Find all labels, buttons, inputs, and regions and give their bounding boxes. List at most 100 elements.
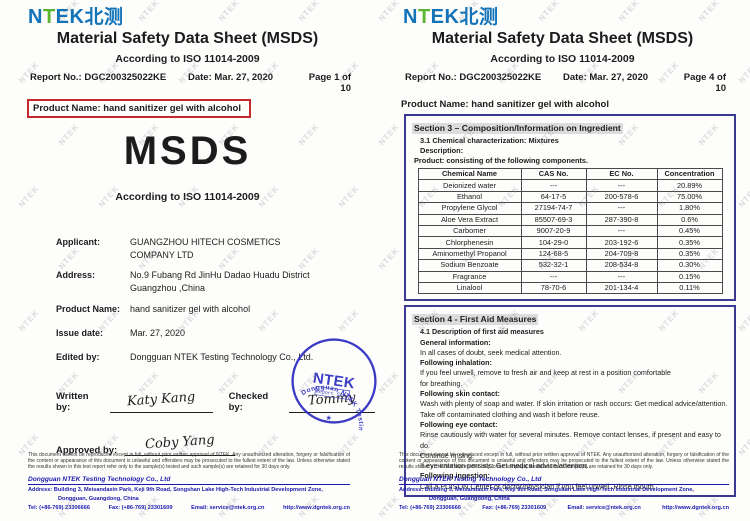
logo-letter-t: T xyxy=(42,6,56,28)
cell-concentration: 0.35% xyxy=(656,247,723,261)
address-line2: Guangzhou ,China xyxy=(130,282,206,293)
edited-by-label: Edited by: xyxy=(56,352,100,362)
footer-address-line2: Dongguan, Guangdong, China xyxy=(58,495,139,502)
cell-chemical-name: Linalool xyxy=(417,281,522,295)
product-name-highlight-box: Product Name: hand sanitizer gel with al… xyxy=(27,99,251,118)
cell-ec-no: 201-134-4 xyxy=(585,281,658,295)
msds-big-title: MSDS xyxy=(123,129,252,173)
written-by-signature-line: Katy Kang xyxy=(110,389,213,413)
report-info-row: Report No.: DGC200325022KE Date: Mar. 27… xyxy=(30,72,351,94)
col-header-chemical-name: Chemical Name xyxy=(417,167,522,181)
applicant-value: GUANGZHOU HITECH COSMETICS COMPANY LTD xyxy=(130,236,281,261)
cell-ec-no: 200-578-6 xyxy=(585,190,658,204)
footer-contact-row: Tel: (+86-769) 23306666 Fax: (+86-769) 2… xyxy=(28,505,350,511)
applicant-fields: Applicant: GUANGZHOU HITECH COSMETICS CO… xyxy=(56,236,375,364)
footer-disclaimer: This document cannot be reproduced excep… xyxy=(399,452,729,471)
cell-cas-no: --- xyxy=(520,270,587,283)
table-header-row: Chemical Name CAS No. EC No. Concentrati… xyxy=(417,167,723,181)
issue-date-label: Issue date: xyxy=(56,327,104,338)
logo-letter-t: T xyxy=(417,6,431,28)
footer-address-line1: Address: Building 3, Meisandaxin Park, K… xyxy=(399,486,694,493)
cell-concentration: 75.00% xyxy=(656,190,723,204)
footer-disclaimer: This document cannot be reproduced excep… xyxy=(28,452,350,471)
footer-website: http://www.dgntek.org.cn xyxy=(283,504,350,511)
document-title: Material Safety Data Sheet (MSDS) xyxy=(431,30,694,47)
footer-tel: Tel: (+86-769) 23306666 xyxy=(28,504,90,511)
section-4-title: Section 4 - First Aid Measures xyxy=(412,314,539,326)
footer-company-name: Dongguan NTEK Testing Technology Co., Lt… xyxy=(28,476,350,485)
document-subtitle: According to ISO 11014-2009 xyxy=(115,53,260,65)
document-title: Material Safety Data Sheet (MSDS) xyxy=(56,30,319,47)
checked-by-label: Checked by: xyxy=(228,390,269,413)
address-row: Address: No.9 Fubang Rd JinHu Dadao Huad… xyxy=(56,269,375,294)
logo-letters-ek: EK xyxy=(430,6,460,28)
cell-concentration: 0.11% xyxy=(656,281,723,295)
product-name-row: Product Name: hand sanitizer gel with al… xyxy=(56,303,375,316)
first-aid-line: Following ingestion: xyxy=(420,471,490,481)
footer-contact-row: Tel: (+86-769) 23306666 Fax: (+86-769) 2… xyxy=(399,505,729,511)
first-aid-line: for breathing. xyxy=(420,378,463,388)
section-3-box: Section 3 – Composition/Information on I… xyxy=(404,114,736,302)
product-name-line: Product Name: hand sanitizer gel with al… xyxy=(401,99,609,110)
first-aid-line: Continue rinsing. xyxy=(420,450,474,460)
footer-company-name: Dongguan NTEK Testing Technology Co., Lt… xyxy=(399,476,729,485)
cell-chemical-name: Propylene Glycol xyxy=(417,202,522,215)
cell-cas-no: 124-68-5 xyxy=(520,247,587,261)
first-aid-line: Call a POISON Center or doctor/physician… xyxy=(420,481,656,491)
signature-row-2: Approved by: Coby Yang xyxy=(56,432,375,456)
logo-chinese-name: 北测 xyxy=(84,7,124,28)
written-by-label: Written by: xyxy=(56,390,89,413)
first-aid-line: Wash with plenty of soap and water. If s… xyxy=(420,399,728,409)
table-row: Chlorphenesin 104-29-0 203-192-6 0.35% xyxy=(417,236,723,249)
cell-concentration: 0.45% xyxy=(656,224,723,238)
first-aid-line: 4.1 Description of first aid measures xyxy=(420,327,544,337)
cell-chemical-name: Aloe Vera Extract xyxy=(417,213,522,226)
logo-letter-n: N xyxy=(28,6,43,28)
cell-cas-no: 532-32-1 xyxy=(520,259,587,272)
ntek-logo: NTEK北测 xyxy=(403,6,750,29)
product-name-label: Product Name: xyxy=(56,304,121,314)
seal-star-icon: ★ xyxy=(325,413,333,423)
cell-concentration: 0.15% xyxy=(656,270,723,283)
approved-by-signature: Coby Yang xyxy=(144,432,216,452)
edited-by-row: Edited by: Dongguan NTEK Testing Technol… xyxy=(56,351,375,364)
applicant-label: Applicant: xyxy=(56,237,100,247)
cell-cas-no: --- xyxy=(520,179,587,192)
cell-chemical-name: Deionized water xyxy=(417,179,522,192)
page4-footer: This document cannot be reproduced excep… xyxy=(399,452,729,511)
first-aid-line: In all cases of doubt, seek medical atte… xyxy=(420,347,562,357)
table-row: Linalool 78-70-6 201-134-4 0.11% xyxy=(417,281,723,295)
first-aid-line: Following skin contact: xyxy=(420,389,500,399)
iso-standard-line: According to ISO 11014-2009 xyxy=(115,191,260,203)
cell-ec-no: --- xyxy=(585,224,658,238)
cell-cas-no: 64-17-5 xyxy=(520,190,587,204)
section-4-box: Section 4 - First Aid Measures 4.1 Descr… xyxy=(404,305,736,498)
cell-chemical-name: Carbomer xyxy=(417,224,522,238)
first-aid-line: Following inhalation: xyxy=(420,358,492,368)
page1-footer: This document cannot be reproduced excep… xyxy=(28,452,350,511)
table-row: Deionized water --- --- 20.89% xyxy=(417,179,723,192)
first-aid-line: Following eye contact: xyxy=(420,419,498,429)
logo-letter-n: N xyxy=(403,6,418,28)
product-name-value: hand sanitizer gel with alcohol xyxy=(130,304,251,314)
table-row: Aminomethyl Propanol 124-68-5 204-709-8 … xyxy=(417,247,723,261)
footer-address-line1: Address: Building 3, Meisandaxin Park, K… xyxy=(28,486,323,493)
report-number: Report No.: DGC200325022KE xyxy=(30,72,167,83)
cell-chemical-name: Aminomethyl Propanol xyxy=(417,247,522,261)
edited-by-value: Dongguan NTEK Testing Technology Co., Lt… xyxy=(130,352,314,362)
col-header-cas-no: CAS No. xyxy=(520,167,587,181)
first-aid-line: Rinse cautiously with water for several … xyxy=(420,430,721,450)
first-aid-lines: 4.1 Description of first aid measures Ge… xyxy=(412,327,728,492)
table-row: Carbomer 9007-20-9 --- 0.45% xyxy=(417,224,723,238)
checked-by-signature-line: Tommy xyxy=(289,390,375,413)
cell-ec-no: --- xyxy=(585,202,658,215)
cell-ec-no: 203-192-6 xyxy=(585,236,658,249)
col-header-concentration: Concentration xyxy=(656,167,723,181)
table-row: Aloe Vera Extract 85507-69-3 287-390-8 0… xyxy=(417,213,723,226)
cell-concentration: 1.80% xyxy=(656,202,723,215)
cell-ec-no: --- xyxy=(585,270,658,283)
logo-chinese-name: 北测 xyxy=(459,7,499,28)
footer-address-line2: Dongguan, Guangdong, China xyxy=(429,495,510,502)
approved-by-label: Approved by: xyxy=(56,444,118,456)
